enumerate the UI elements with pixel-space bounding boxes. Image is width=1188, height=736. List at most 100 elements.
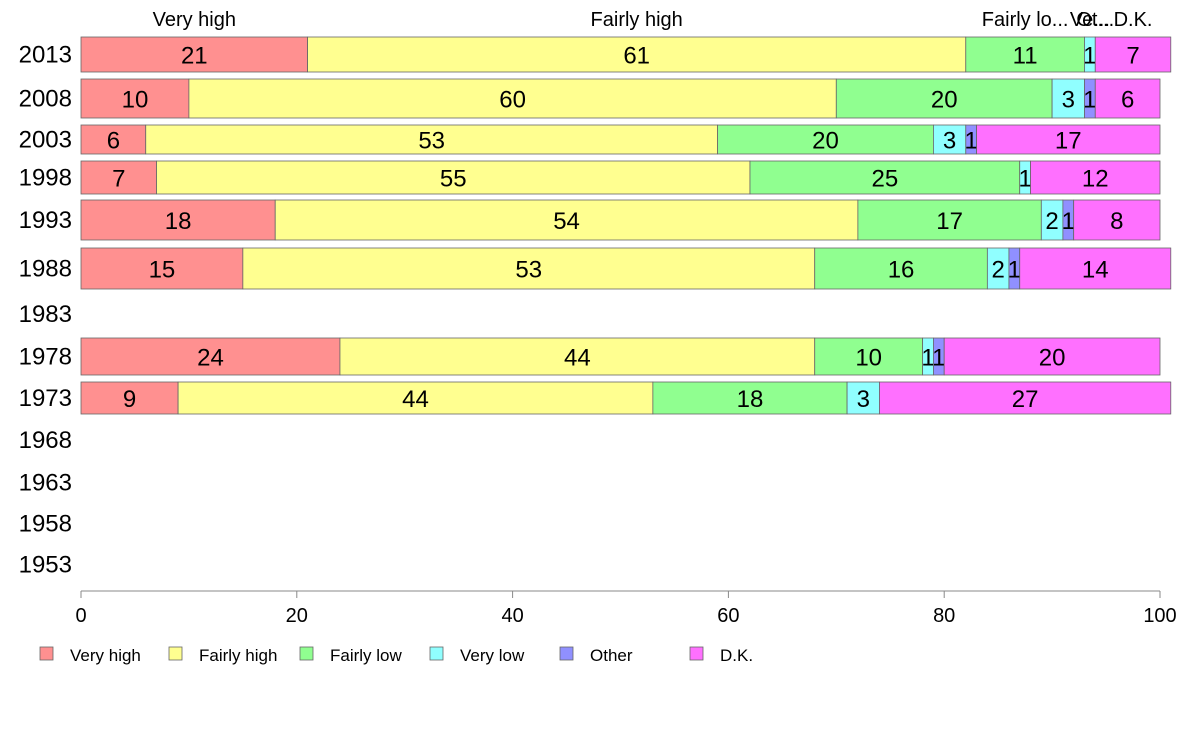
data-label: 6 bbox=[1121, 87, 1134, 114]
data-label: 1 bbox=[1083, 43, 1096, 70]
y-tick-label: 1958 bbox=[19, 511, 72, 538]
bar-segment-d-k bbox=[1073, 199, 1161, 241]
row-1973: 1973 9 44 18 3 27 bbox=[19, 381, 1172, 415]
row-1958: 1958 bbox=[19, 511, 72, 538]
x-axis: 0 20 40 60 80 100 bbox=[75, 590, 1177, 627]
bar-segment-d-k bbox=[943, 337, 1161, 376]
bar-segment-fairly-high bbox=[274, 199, 859, 241]
legend-swatch bbox=[559, 646, 574, 661]
y-tick-label: 1993 bbox=[19, 207, 72, 234]
row-2003: 2003 6 53 20 3 1 17 bbox=[19, 124, 1161, 155]
y-tick-label: 1983 bbox=[19, 301, 72, 328]
row-1993: 1993 18 54 17 2 1 8 bbox=[19, 199, 1161, 241]
row-1953: 1953 bbox=[19, 552, 72, 579]
data-label: 15 bbox=[149, 257, 176, 284]
data-label: 17 bbox=[936, 208, 963, 235]
data-label: 7 bbox=[1126, 43, 1139, 70]
row-2013: 2013 21 61 11 1 7 bbox=[19, 36, 1172, 73]
data-label: 1 bbox=[1018, 166, 1031, 193]
data-label: 1 bbox=[932, 345, 945, 372]
data-label: 18 bbox=[165, 208, 192, 235]
legend-label: Very low bbox=[460, 646, 525, 665]
bar-segment-fairly-low bbox=[814, 247, 988, 290]
bar-segment-fairly-low bbox=[749, 160, 1021, 195]
legend-swatch bbox=[168, 646, 183, 661]
data-label: 7 bbox=[112, 166, 125, 193]
bar-segment-fairly-high bbox=[339, 337, 816, 376]
legend-item-fairly-low: Fairly low bbox=[299, 646, 403, 665]
bar-segment-fairly-low bbox=[835, 78, 1053, 119]
data-label: 3 bbox=[1062, 87, 1075, 114]
legend-item-d-k: D.K. bbox=[689, 646, 753, 665]
x-tick-label: 40 bbox=[501, 605, 523, 627]
top-label: Very high bbox=[153, 9, 236, 31]
bar-segment-fairly-high bbox=[145, 124, 719, 155]
bar-segment-very-high bbox=[80, 78, 190, 119]
y-tick-label: 2013 bbox=[19, 42, 72, 69]
row-2008: 2008 10 60 20 3 1 6 bbox=[19, 78, 1161, 119]
bar-segment-fairly-low bbox=[857, 199, 1042, 241]
data-label: 25 bbox=[872, 166, 899, 193]
legend-label: Other bbox=[590, 646, 633, 665]
legend-item-very-low: Very low bbox=[429, 646, 525, 665]
bar-segment-d-k bbox=[1094, 78, 1161, 119]
data-label: 1 bbox=[1083, 87, 1096, 114]
y-tick-label: 2003 bbox=[19, 127, 72, 154]
legend-swatch bbox=[299, 646, 314, 661]
row-1968: 1968 bbox=[19, 427, 72, 454]
x-tick-label: 80 bbox=[933, 605, 955, 627]
bar-segment-fairly-high bbox=[242, 247, 816, 290]
top-label: Ve... bbox=[1070, 9, 1110, 31]
data-label: 20 bbox=[1039, 345, 1066, 372]
data-label: 21 bbox=[181, 43, 208, 70]
data-label: 44 bbox=[564, 345, 591, 372]
legend-label: D.K. bbox=[720, 646, 753, 665]
legend-label: Fairly low bbox=[330, 646, 403, 665]
bar-segment-very-high bbox=[80, 199, 276, 241]
bar-segment-d-k bbox=[879, 381, 1172, 415]
x-tick-label: 0 bbox=[75, 605, 86, 627]
legend: Very high Fairly high Fairly low Very low Ot… bbox=[39, 646, 753, 665]
data-label: 27 bbox=[1012, 386, 1039, 413]
x-tick-label: 100 bbox=[1143, 605, 1176, 627]
bar-segment-very-low bbox=[1051, 78, 1085, 119]
bar-segment-fairly-low bbox=[652, 381, 848, 415]
data-label: 17 bbox=[1055, 128, 1082, 155]
top-label: Ot... bbox=[1076, 9, 1114, 31]
top-label: Fairly lo... bbox=[982, 9, 1069, 31]
data-label: 14 bbox=[1082, 257, 1109, 284]
data-label: 2 bbox=[1045, 208, 1058, 235]
bar-segment-fairly-high bbox=[188, 78, 837, 119]
legend-label: Very high bbox=[70, 646, 141, 665]
legend-swatch bbox=[39, 646, 54, 661]
data-label: 16 bbox=[888, 257, 915, 284]
y-tick-label: 1968 bbox=[19, 427, 72, 454]
bar-segment-d-k bbox=[1094, 36, 1172, 73]
top-labels: Very high Fairly high Fairly lo... Ve...Ot.… bbox=[153, 9, 1153, 31]
top-label: D.K. bbox=[1114, 9, 1153, 31]
data-label: 53 bbox=[515, 257, 542, 284]
y-tick-label: 2008 bbox=[19, 86, 72, 113]
data-label: 61 bbox=[623, 43, 650, 70]
y-tick-label: 1978 bbox=[19, 344, 72, 371]
y-tick-label: 1988 bbox=[19, 256, 72, 283]
data-label: 60 bbox=[499, 87, 526, 114]
legend-swatch bbox=[429, 646, 444, 661]
data-label: 20 bbox=[812, 128, 839, 155]
data-label: 6 bbox=[107, 128, 120, 155]
y-tick-label: 1953 bbox=[19, 552, 72, 579]
bar-segment-d-k bbox=[1030, 160, 1161, 195]
data-label: 11 bbox=[1013, 43, 1038, 70]
data-label: 54 bbox=[553, 208, 580, 235]
data-label: 44 bbox=[402, 386, 429, 413]
data-label: 55 bbox=[440, 166, 467, 193]
row-1988: 1988 15 53 16 2 1 14 bbox=[19, 247, 1172, 290]
row-1978: 1978 24 44 10 11 20 bbox=[19, 337, 1161, 376]
data-label: 53 bbox=[418, 128, 445, 155]
legend-item-other: Other bbox=[559, 646, 633, 665]
x-tick-label: 60 bbox=[717, 605, 739, 627]
bar-segment-d-k bbox=[976, 124, 1161, 155]
data-label: 10 bbox=[855, 345, 882, 372]
